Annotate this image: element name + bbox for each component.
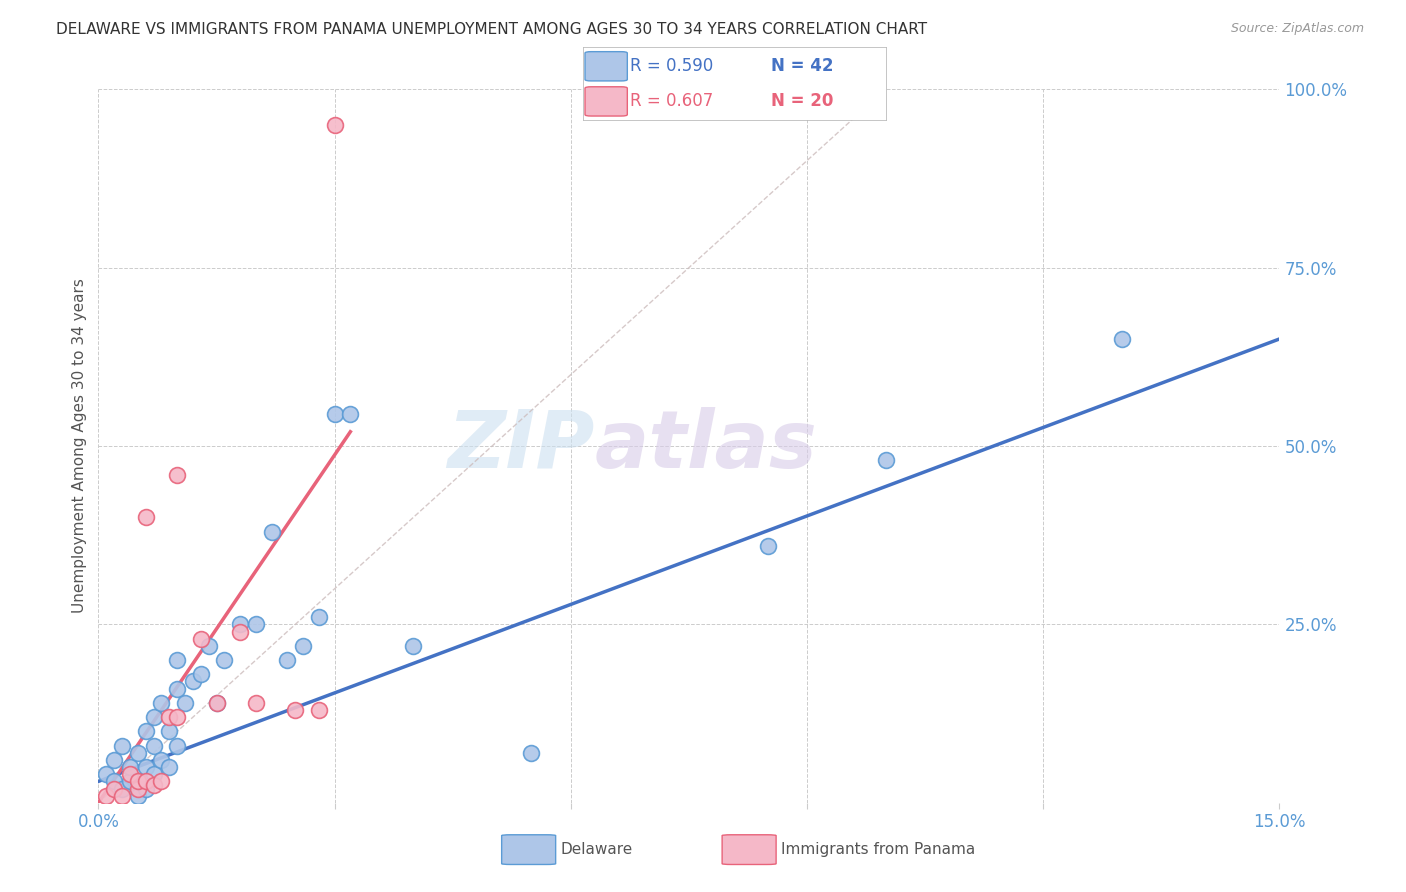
Point bbox=[308, 703, 330, 717]
Text: Delaware: Delaware bbox=[560, 842, 633, 857]
Text: N = 42: N = 42 bbox=[770, 57, 834, 75]
Point bbox=[284, 703, 307, 717]
Point bbox=[229, 617, 252, 632]
FancyBboxPatch shape bbox=[723, 835, 776, 864]
Point bbox=[135, 781, 157, 796]
Point bbox=[150, 774, 173, 789]
Point bbox=[875, 453, 897, 467]
Point bbox=[135, 724, 157, 739]
Point bbox=[157, 760, 180, 774]
Point bbox=[214, 653, 236, 667]
Point bbox=[142, 767, 165, 781]
Point bbox=[190, 667, 212, 681]
Point bbox=[205, 696, 228, 710]
Point bbox=[1111, 332, 1133, 346]
FancyBboxPatch shape bbox=[585, 87, 627, 116]
Point bbox=[174, 696, 197, 710]
Point bbox=[150, 696, 173, 710]
Point bbox=[96, 789, 118, 803]
Point bbox=[118, 774, 141, 789]
Y-axis label: Unemployment Among Ages 30 to 34 years: Unemployment Among Ages 30 to 34 years bbox=[72, 278, 87, 614]
Point bbox=[181, 674, 204, 689]
Text: R = 0.590: R = 0.590 bbox=[630, 57, 714, 75]
Point bbox=[150, 753, 173, 767]
FancyBboxPatch shape bbox=[502, 835, 555, 864]
Point bbox=[157, 710, 180, 724]
Point bbox=[157, 724, 180, 739]
Point bbox=[96, 767, 118, 781]
Point bbox=[135, 510, 157, 524]
Text: atlas: atlas bbox=[595, 407, 817, 485]
Text: Immigrants from Panama: Immigrants from Panama bbox=[780, 842, 974, 857]
Point bbox=[229, 624, 252, 639]
Point bbox=[111, 781, 134, 796]
Point bbox=[292, 639, 315, 653]
Point bbox=[142, 739, 165, 753]
Point bbox=[103, 753, 125, 767]
Point bbox=[142, 710, 165, 724]
Text: ZIP: ZIP bbox=[447, 407, 595, 485]
Point bbox=[402, 639, 425, 653]
Point bbox=[127, 789, 149, 803]
Text: N = 20: N = 20 bbox=[770, 93, 834, 111]
Point bbox=[118, 760, 141, 774]
Point bbox=[205, 696, 228, 710]
Point bbox=[127, 746, 149, 760]
Point bbox=[135, 760, 157, 774]
Point bbox=[166, 710, 188, 724]
Point bbox=[127, 774, 149, 789]
Point bbox=[245, 696, 267, 710]
Point bbox=[111, 739, 134, 753]
Point bbox=[166, 681, 188, 696]
FancyBboxPatch shape bbox=[585, 52, 627, 81]
Point bbox=[142, 778, 165, 792]
Point bbox=[111, 789, 134, 803]
Point bbox=[166, 653, 188, 667]
Point bbox=[245, 617, 267, 632]
Point bbox=[339, 407, 361, 421]
Point bbox=[103, 774, 125, 789]
Point bbox=[103, 781, 125, 796]
Point bbox=[520, 746, 543, 760]
Point bbox=[135, 774, 157, 789]
Point bbox=[276, 653, 298, 667]
Point bbox=[118, 767, 141, 781]
Text: Source: ZipAtlas.com: Source: ZipAtlas.com bbox=[1230, 22, 1364, 36]
Point bbox=[260, 524, 283, 539]
Point bbox=[166, 739, 188, 753]
Point bbox=[197, 639, 219, 653]
Point bbox=[127, 781, 149, 796]
Text: R = 0.607: R = 0.607 bbox=[630, 93, 714, 111]
Point bbox=[127, 774, 149, 789]
Point bbox=[323, 407, 346, 421]
Point bbox=[323, 118, 346, 132]
Text: DELAWARE VS IMMIGRANTS FROM PANAMA UNEMPLOYMENT AMONG AGES 30 TO 34 YEARS CORREL: DELAWARE VS IMMIGRANTS FROM PANAMA UNEMP… bbox=[56, 22, 928, 37]
Point bbox=[190, 632, 212, 646]
Point bbox=[166, 467, 188, 482]
Point bbox=[756, 539, 779, 553]
Point bbox=[308, 610, 330, 624]
